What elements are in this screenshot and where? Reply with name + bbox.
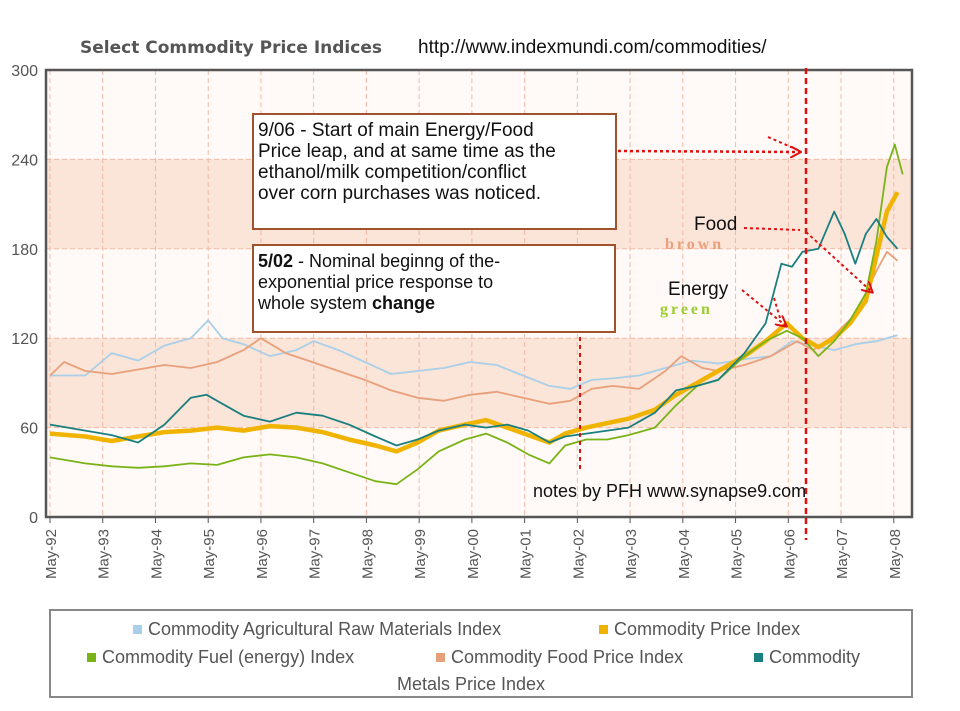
y-tick-label: 120 (11, 331, 38, 348)
x-tick-label: May-01 (518, 529, 535, 579)
note2-line3-bold: change (372, 293, 436, 313)
x-tick-label: May-98 (359, 529, 376, 579)
note2-line3: whole system change (258, 293, 610, 314)
energy-sub-label: green (660, 301, 713, 318)
note1-line4: over corn purchases was noticed. (258, 183, 542, 204)
legend-swatch-metals (754, 653, 763, 662)
legend-swatch-food (436, 653, 445, 662)
y-tick-label: 300 (11, 63, 38, 80)
note1-line1: 9/06 - Start of main Energy/Food (258, 120, 534, 141)
x-tick-label: May-03 (623, 529, 640, 579)
note-box-sept-2006: 9/06 - Start of main Energy/Food Price l… (252, 113, 617, 230)
series-line-food (49, 250, 899, 405)
x-tick-label: May-95 (201, 529, 218, 579)
legend-label-metals-2: Metals Price Index (397, 674, 546, 694)
source-url: http://www.indexmundi.com/commodities/ (418, 37, 767, 58)
note1-arrow (617, 151, 800, 152)
legend-item-raw: Commodity Agricultural Raw Materials Ind… (133, 619, 501, 640)
series-line-fuel (49, 143, 904, 486)
food-sub-label: brown (665, 236, 725, 253)
note2-line3-text: whole system (258, 293, 373, 313)
legend-label-price: Commodity Price Index (614, 619, 801, 639)
legend-item-fuel: Commodity Fuel (energy) Index (87, 647, 354, 668)
x-tick-label: May-08 (887, 529, 904, 579)
x-tick-label: May-04 (676, 529, 693, 579)
note2-line2: exponential price response to (258, 272, 494, 292)
note2-line1: 5/02 - Nominal beginng of the- (258, 251, 610, 272)
legend-swatch-raw (133, 625, 142, 634)
x-tick-label: May-05 (729, 529, 746, 579)
credit-note: notes by PFH www.synapse9.com (533, 481, 807, 501)
note1-line3: ethanol/milk competition/conflict (258, 162, 527, 183)
legend-label-food: Commodity Food Price Index (451, 647, 684, 667)
legend-label-raw: Commodity Agricultural Raw Materials Ind… (148, 619, 502, 639)
legend-swatch-price (599, 625, 608, 634)
legend-item-metals: Commodity (754, 647, 860, 668)
note2-date: 5/02 (258, 251, 294, 271)
x-tick-label: May-92 (43, 529, 60, 579)
chart-title: Select Commodity Price Indices (80, 38, 382, 58)
legend-item-metals-cont: Metals Price Index (397, 674, 545, 695)
y-tick-label: 60 (20, 421, 38, 438)
plot-frame (44, 68, 914, 519)
note1-line2: Price leap, and at same time as the (258, 141, 556, 162)
x-tick-label: May-06 (781, 529, 798, 579)
series-line-price (49, 191, 900, 454)
y-tick-label: 240 (11, 152, 38, 169)
x-tick-label: May-00 (465, 529, 482, 579)
x-tick-label: May-96 (254, 529, 271, 579)
legend-label-fuel: Commodity Fuel (energy) Index (102, 647, 355, 667)
food-arrow-b (805, 231, 872, 292)
legend-item-price: Commodity Price Index (599, 619, 800, 640)
x-tick-label: May-07 (834, 529, 851, 579)
chart-legend: Commodity Agricultural Raw Materials Ind… (49, 609, 913, 698)
legend-swatch-fuel (87, 653, 96, 662)
y-tick-label: 0 (29, 510, 38, 527)
food-label: Food (694, 214, 738, 235)
y-tick-label: 180 (11, 242, 38, 259)
legend-item-food: Commodity Food Price Index (436, 647, 683, 668)
legend-label-metals-1: Commodity (769, 647, 861, 667)
plot-band (46, 338, 912, 428)
energy-label: Energy (668, 279, 729, 300)
x-tick-label: May-93 (96, 529, 113, 579)
series-line-metals (49, 210, 899, 447)
x-tick-label: May-99 (412, 529, 429, 579)
x-tick-label: May-02 (570, 529, 587, 579)
x-tick-label: May-94 (148, 529, 165, 579)
x-tick-label: May-97 (307, 529, 324, 579)
note-box-may-2002: 5/02 - Nominal beginng of the- exponenti… (252, 244, 616, 333)
note2-line1-text: - Nominal beginng of the- (293, 251, 501, 271)
